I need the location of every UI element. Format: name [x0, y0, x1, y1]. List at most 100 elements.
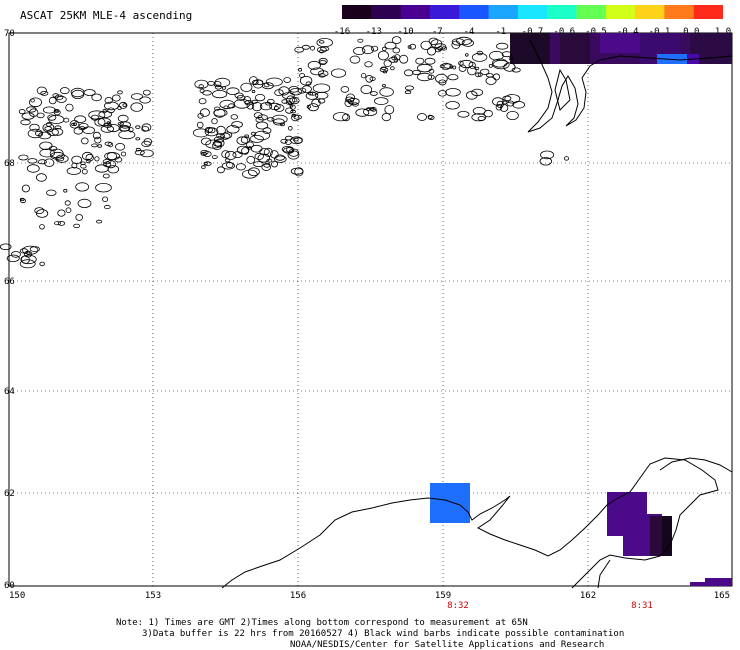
lake-outline [426, 46, 436, 56]
lake-outline [103, 122, 113, 129]
lat-tick-label: 68 [4, 159, 15, 169]
lake-outline [259, 148, 270, 156]
lake-outline [18, 109, 26, 115]
lake-outline [44, 126, 52, 131]
lake-outline [399, 54, 409, 64]
lake-outline [374, 97, 389, 105]
lake-outline [318, 60, 327, 66]
note-line-2: 3)Data buffer is 22 hrs from 20160527 4)… [142, 629, 625, 639]
lake-outline [445, 88, 461, 97]
lake-outline [96, 219, 103, 224]
lake-outline [199, 88, 205, 94]
lake-outline [540, 150, 555, 160]
lake-outline [143, 138, 152, 146]
lake-outline [485, 73, 494, 78]
lake-outline [261, 163, 272, 171]
lake-outline [118, 101, 128, 109]
lake-outline [472, 107, 486, 115]
lake-outline [246, 102, 255, 110]
colorbar-tick-label: -4 [463, 27, 475, 37]
lake-outline [71, 89, 85, 100]
lake-outline [294, 167, 304, 177]
lake-outline [199, 108, 210, 117]
lake-outline [95, 182, 112, 193]
lake-outline [71, 162, 78, 169]
lake-outline [475, 72, 481, 78]
lake-outline [203, 161, 212, 167]
lake-outline [107, 124, 120, 133]
lon-tick-label: 156 [289, 591, 307, 601]
colorbar-tick-label: 1.0 [714, 27, 732, 37]
lake-outline [257, 114, 268, 121]
lake-outline [416, 72, 432, 82]
lake-outline [290, 109, 296, 114]
lake-outline [198, 84, 204, 89]
lake-outline [247, 167, 260, 177]
lake-outline [104, 152, 120, 161]
lake-outline [80, 161, 86, 166]
lake-outline [427, 114, 433, 120]
lake-outline [281, 99, 288, 104]
lake-outline [194, 79, 209, 89]
colorbar-segment [605, 5, 636, 19]
lake-outline [504, 94, 521, 104]
coastline [221, 39, 733, 589]
lakes [0, 36, 570, 269]
lake-outline [355, 108, 370, 117]
swath-blue-cell [430, 483, 470, 523]
lake-outline [216, 166, 225, 174]
lake-outline [471, 52, 488, 62]
lake-outline [563, 156, 570, 161]
lake-outline [102, 108, 107, 114]
lake-outline [292, 137, 299, 142]
lake-outline [501, 100, 508, 105]
lake-outline [39, 261, 45, 267]
lake-outline [30, 98, 35, 103]
lake-outline [265, 77, 283, 87]
lake-outline [273, 155, 287, 163]
lake-outline [240, 82, 253, 92]
lake-outline [503, 62, 516, 72]
note-line-3: NOAA/NESDIS/Center for Satellite Applica… [290, 640, 605, 650]
lake-outline [91, 93, 102, 102]
lake-outline [212, 141, 223, 151]
lake-outline [47, 128, 59, 136]
lake-outline [55, 154, 69, 163]
lat-tick-label: 64 [4, 387, 15, 397]
lake-outline [403, 69, 414, 77]
lake-outline [251, 89, 256, 94]
lake-outline [420, 40, 432, 50]
colorbar-segment [459, 5, 490, 19]
lake-outline [34, 130, 43, 137]
lake-outline [235, 163, 246, 171]
lake-outline [46, 189, 57, 196]
lon-tick-label: 150 [9, 591, 26, 601]
lake-outline [299, 75, 313, 86]
colorbar-tick-label: -13 [365, 27, 382, 37]
lake-outline [141, 126, 150, 132]
lake-outline [66, 167, 82, 175]
lake-outline [256, 79, 264, 86]
lake-outline [250, 144, 263, 153]
lake-outline [242, 169, 258, 179]
lake-outline [69, 120, 80, 129]
lake-outline [291, 113, 297, 118]
lake-outline [51, 127, 64, 136]
lake-outline [255, 121, 269, 130]
lake-outline [141, 140, 152, 147]
lake-outline [91, 143, 98, 148]
lake-outline [92, 131, 101, 140]
lake-outline [458, 64, 467, 72]
lake-outline [381, 46, 387, 52]
lake-outline [44, 158, 55, 167]
lake-outline [139, 96, 151, 104]
lake-outline [236, 95, 246, 101]
lake-outline [135, 125, 141, 129]
lake-outline [19, 259, 36, 269]
lat-tick-label: 62 [4, 489, 15, 499]
lake-outline [106, 121, 111, 125]
pass-time-label: 8:32 [447, 601, 469, 611]
lake-outline [20, 254, 37, 265]
lake-outline [319, 40, 325, 44]
lake-outline [42, 123, 55, 133]
